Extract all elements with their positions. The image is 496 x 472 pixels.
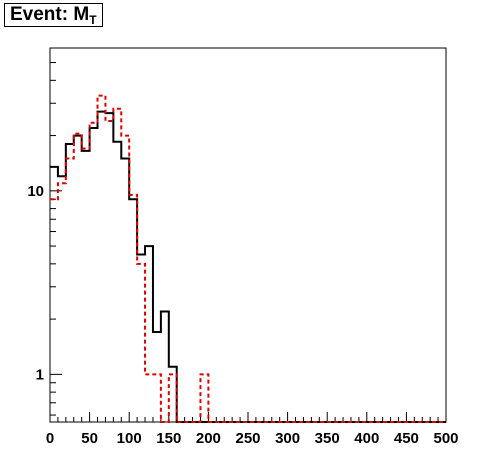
x-tick-label: 450 — [394, 430, 419, 447]
x-tick-label: 350 — [315, 430, 340, 447]
histogram-series-2-dashed — [50, 94, 446, 423]
x-tick-label: 500 — [433, 430, 458, 447]
plot-frame — [49, 47, 447, 423]
x-tick-label: 150 — [156, 430, 181, 447]
x-tick-label: 50 — [81, 430, 98, 447]
x-tick-label: 250 — [235, 430, 260, 447]
series-layer — [50, 94, 446, 423]
x-tick-label: 100 — [117, 430, 142, 447]
x-tick-label: 0 — [46, 430, 54, 447]
chart-title-subscript: T — [89, 13, 97, 27]
y-tick-label: 10 — [27, 183, 44, 200]
chart-title: Event: MT — [4, 3, 103, 27]
y-tick-label: 1 — [36, 366, 44, 383]
tick-labels: 0 50 100 150 200 250 300 350 400 450 500 1 10 — [27, 183, 458, 447]
x-tick-label: 200 — [196, 430, 221, 447]
chart-title-main: Event: M — [10, 4, 90, 25]
x-tick-label: 400 — [354, 430, 379, 447]
x-tick-label: 300 — [275, 430, 300, 447]
